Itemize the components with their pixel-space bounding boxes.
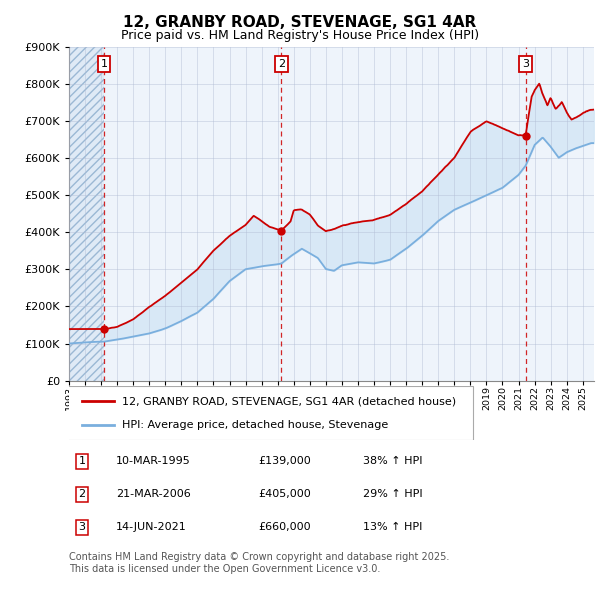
- 12, GRANBY ROAD, STEVENAGE, SG1 4AR (detached house): [536, 80, 543, 87]
- Text: 12, GRANBY ROAD, STEVENAGE, SG1 4AR (detached house): 12, GRANBY ROAD, STEVENAGE, SG1 4AR (det…: [121, 396, 455, 407]
- HPI: Average price, detached house, Stevenage: (2.02e+03, 6.55e+05): Average price, detached house, Stevenage…: [539, 135, 547, 142]
- Text: 13% ↑ HPI: 13% ↑ HPI: [363, 522, 422, 532]
- Line: HPI: Average price, detached house, Stevenage: HPI: Average price, detached house, Stev…: [69, 138, 594, 343]
- HPI: Average price, detached house, Stevenage: (2e+03, 2.31e+05): Average price, detached house, Stevenage…: [214, 291, 221, 299]
- Text: Price paid vs. HM Land Registry's House Price Index (HPI): Price paid vs. HM Land Registry's House …: [121, 30, 479, 42]
- HPI: Average price, detached house, Stevenage: (2.01e+03, 3.72e+05): Average price, detached house, Stevenage…: [410, 239, 418, 246]
- Text: 3: 3: [522, 59, 529, 69]
- Text: Contains HM Land Registry data © Crown copyright and database right 2025.
This d: Contains HM Land Registry data © Crown c…: [69, 552, 449, 574]
- 12, GRANBY ROAD, STEVENAGE, SG1 4AR (detached house): [410, 194, 418, 201]
- Text: 1: 1: [101, 59, 107, 69]
- Line: 12, GRANBY ROAD, STEVENAGE, SG1 4AR (detached house): 12, GRANBY ROAD, STEVENAGE, SG1 4AR (det…: [69, 84, 594, 329]
- HPI: Average price, detached house, Stevenage: (2e+03, 2.8e+05): Average price, detached house, Stevenage…: [232, 274, 239, 281]
- 12, GRANBY ROAD, STEVENAGE, SG1 4AR (detached house): [232, 228, 239, 235]
- HPI: Average price, detached house, Stevenage: (2.03e+03, 6.41e+05): Average price, detached house, Stevenage…: [590, 140, 598, 147]
- 12, GRANBY ROAD, STEVENAGE, SG1 4AR (detached house): [590, 106, 598, 113]
- HPI: Average price, detached house, Stevenage: (2.02e+03, 6.55e+05): Average price, detached house, Stevenage…: [539, 135, 546, 142]
- Bar: [69, 47, 104, 381]
- Text: 2: 2: [278, 59, 285, 69]
- HPI: Average price, detached house, Stevenage: (2e+03, 1.84e+05): Average price, detached house, Stevenage…: [194, 309, 201, 316]
- Text: £660,000: £660,000: [258, 522, 311, 532]
- Text: HPI: Average price, detached house, Stevenage: HPI: Average price, detached house, Stev…: [121, 419, 388, 430]
- Text: 29% ↑ HPI: 29% ↑ HPI: [363, 489, 422, 499]
- Text: 21-MAR-2006: 21-MAR-2006: [116, 489, 191, 499]
- Text: 12, GRANBY ROAD, STEVENAGE, SG1 4AR: 12, GRANBY ROAD, STEVENAGE, SG1 4AR: [124, 15, 476, 30]
- Text: 10-MAR-1995: 10-MAR-1995: [116, 456, 191, 466]
- HPI: Average price, detached house, Stevenage: (2.02e+03, 4.89e+05): Average price, detached house, Stevenage…: [474, 196, 481, 203]
- 12, GRANBY ROAD, STEVENAGE, SG1 4AR (detached house): [194, 266, 201, 273]
- 12, GRANBY ROAD, STEVENAGE, SG1 4AR (detached house): [474, 124, 481, 131]
- 12, GRANBY ROAD, STEVENAGE, SG1 4AR (detached house): [214, 244, 221, 251]
- Text: 1: 1: [79, 456, 86, 466]
- Text: 14-JUN-2021: 14-JUN-2021: [116, 522, 187, 532]
- HPI: Average price, detached house, Stevenage: (1.99e+03, 1e+05): Average price, detached house, Stevenage…: [65, 340, 73, 347]
- 12, GRANBY ROAD, STEVENAGE, SG1 4AR (detached house): [65, 326, 73, 333]
- Text: 3: 3: [79, 522, 86, 532]
- Text: £139,000: £139,000: [258, 456, 311, 466]
- Text: £405,000: £405,000: [258, 489, 311, 499]
- Text: 38% ↑ HPI: 38% ↑ HPI: [363, 456, 422, 466]
- 12, GRANBY ROAD, STEVENAGE, SG1 4AR (detached house): [539, 91, 547, 99]
- Text: 2: 2: [79, 489, 86, 499]
- FancyBboxPatch shape: [64, 386, 473, 440]
